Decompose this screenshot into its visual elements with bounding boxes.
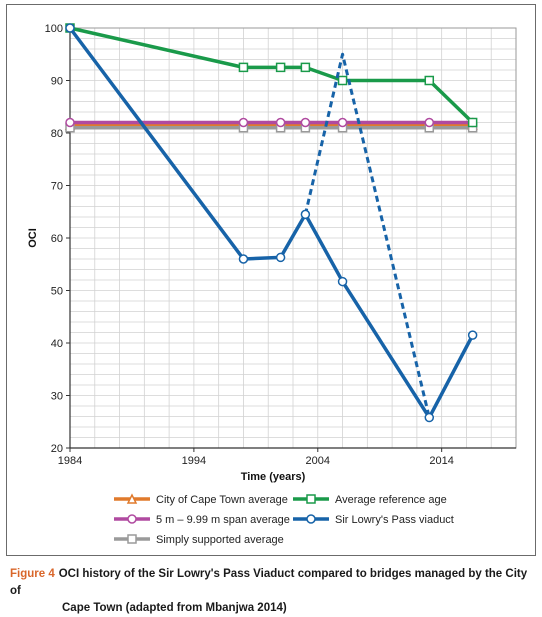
legend-label: Sir Lowry's Pass viaduct — [335, 514, 454, 526]
x-tick-label: 2004 — [306, 455, 330, 467]
legend-label: 5 m – 9.99 m span average — [156, 514, 290, 526]
data-point-4 — [238, 254, 249, 264]
y-tick-label: 70 — [51, 181, 63, 193]
data-point-1 — [238, 117, 249, 128]
data-point-3 — [238, 62, 249, 73]
y-tick-label: 80 — [51, 128, 63, 140]
data-point-1 — [424, 117, 435, 128]
data-point-4 — [424, 412, 435, 423]
y-tick-label: 20 — [51, 443, 63, 455]
series-lines — [64, 23, 478, 423]
data-point-4 — [337, 276, 348, 287]
legend: City of Cape Town average Average referen… — [114, 493, 454, 546]
data-point-1 — [275, 117, 286, 128]
figure-caption: Figure 4 OCI history of the Sir Lowry's P… — [10, 566, 535, 617]
data-point-4 — [467, 330, 478, 340]
data-point-3 — [275, 62, 286, 73]
data-point-3 — [467, 117, 478, 128]
y-tick-label: 30 — [51, 391, 63, 403]
legend-swatch-marker — [306, 494, 316, 504]
data-point-1 — [337, 117, 348, 128]
legend-label: Simply supported average — [156, 534, 284, 546]
data-point-3 — [337, 75, 348, 86]
x-axis-title: Time (years) — [241, 471, 306, 483]
y-tick-label: 100 — [45, 23, 63, 35]
x-tick-label: 2014 — [429, 455, 453, 467]
series-line-5 — [303, 52, 431, 418]
legend-swatch-marker — [306, 514, 316, 524]
data-point-1 — [65, 117, 75, 128]
legend-swatch-marker — [126, 493, 138, 504]
caption-line-1: OCI history of the Sir Lowry's Pass Viad… — [10, 568, 528, 597]
caption-line-2: Cape Town (adapted from Mbanjwa 2014) — [62, 602, 287, 614]
y-tick-label: 40 — [51, 338, 63, 350]
data-point-4 — [65, 23, 75, 33]
tick-labels: 20 30 40 50 60 70 80 90 100 1984 1994 2004 2014 Time … — [27, 23, 454, 483]
data-point-3 — [300, 62, 311, 73]
legend-label: Average reference age — [335, 494, 447, 506]
figure-frame: 20 30 40 50 60 70 80 90 100 1984 1994 2004 2014 Time … — [6, 4, 536, 556]
x-tick-label: 1984 — [58, 455, 82, 467]
legend-swatch-marker — [127, 534, 137, 544]
legend-swatch-marker — [127, 514, 137, 524]
data-point-3 — [424, 75, 435, 86]
legend-label: City of Cape Town average — [156, 494, 288, 506]
x-tick-label: 1994 — [182, 455, 206, 467]
oci-line-chart: 20 30 40 50 60 70 80 90 100 1984 1994 2004 2014 Time … — [27, 23, 517, 546]
y-tick-label: 90 — [51, 76, 63, 88]
data-point-4 — [275, 252, 286, 263]
data-point-4 — [300, 209, 311, 220]
figure-label: Figure 4 — [10, 568, 55, 580]
y-axis-title: OCI — [27, 228, 39, 248]
y-tick-label: 50 — [51, 286, 63, 298]
data-point-1 — [300, 117, 311, 128]
y-tick-label: 60 — [51, 233, 63, 245]
